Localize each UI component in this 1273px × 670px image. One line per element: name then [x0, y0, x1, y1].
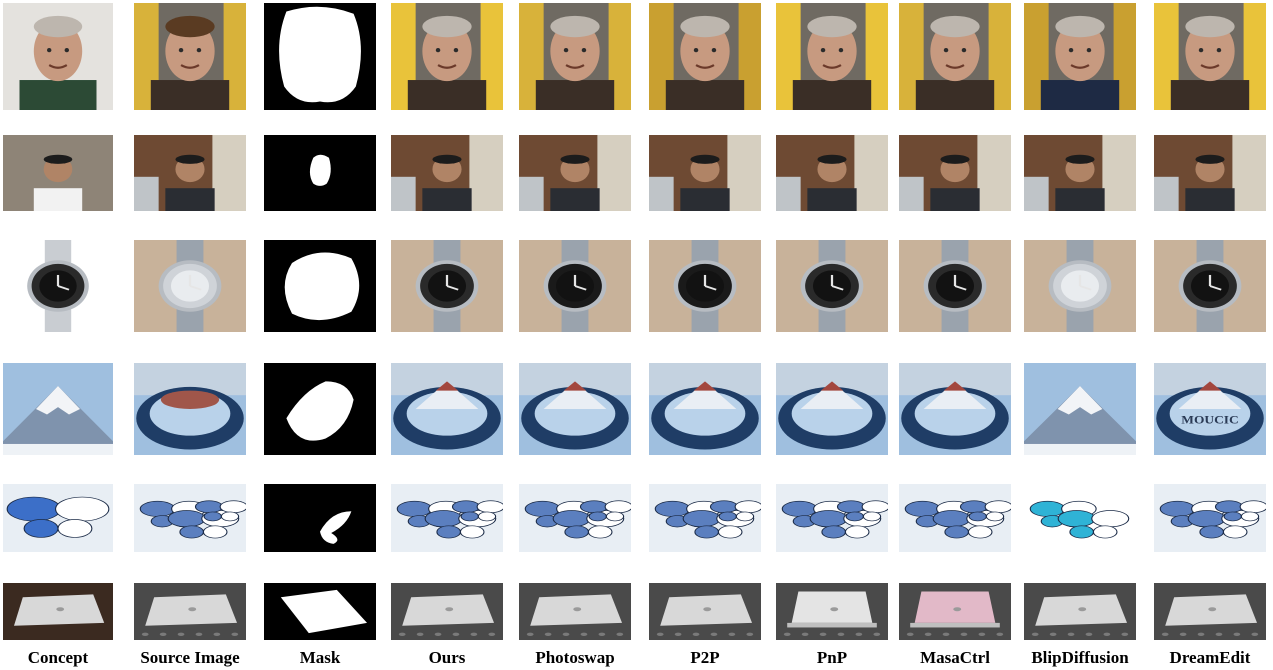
image-wristwatch-concept: [3, 240, 113, 332]
image-face-older-man-dreamedit: [1154, 3, 1266, 110]
image-wristwatch-blipdiffusion: [1024, 240, 1136, 332]
image-face-man-glasses-blipdiffusion: [1024, 135, 1136, 211]
image-blue-butterfly-ours: [391, 484, 503, 552]
image-wristwatch-photoswap: [519, 240, 631, 332]
image-laptop-masactrl: [899, 583, 1011, 640]
image-face-man-glasses-concept: [3, 135, 113, 211]
image-blue-butterfly-source: [134, 484, 246, 552]
image-blue-butterfly-mask: [264, 484, 376, 552]
image-wristwatch-source: [134, 240, 246, 332]
image-snow-mountain-photoswap: [519, 363, 631, 455]
image-laptop-blipdiffusion: [1024, 583, 1136, 640]
image-face-older-man-concept: [3, 3, 113, 110]
image-face-man-glasses-p2p: [649, 135, 761, 211]
image-face-older-man-pnp: [776, 3, 888, 110]
image-laptop-p2p: [649, 583, 761, 640]
dreamedit-overlay-text: MOUCIC: [1181, 414, 1238, 427]
image-blue-butterfly-dreamedit: [1154, 484, 1266, 552]
image-laptop-pnp: [776, 583, 888, 640]
image-blue-butterfly-pnp: [776, 484, 888, 552]
image-snow-mountain-mask: [264, 363, 376, 455]
image-snow-mountain-dreamedit: MOUCIC: [1154, 363, 1266, 455]
image-face-older-man-masactrl: [899, 3, 1011, 110]
image-blue-butterfly-blipdiffusion: [1024, 484, 1136, 552]
image-wristwatch-p2p: [649, 240, 761, 332]
image-face-older-man-source: [134, 3, 246, 110]
column-label-p2p: P2P: [690, 648, 720, 667]
image-snow-mountain-blipdiffusion: [1024, 363, 1136, 455]
image-face-older-man-ours: [391, 3, 503, 110]
column-label-photoswap: Photoswap: [535, 648, 615, 667]
image-face-man-glasses-photoswap: [519, 135, 631, 211]
image-snow-mountain-p2p: [649, 363, 761, 455]
column-label-blipdiffusion: BlipDiffusion: [1031, 648, 1129, 667]
image-face-man-glasses-source: [134, 135, 246, 211]
column-label-concept: Concept: [27, 648, 89, 667]
image-face-older-man-photoswap: [519, 3, 631, 110]
image-blue-butterfly-masactrl: [899, 484, 1011, 552]
image-wristwatch-pnp: [776, 240, 888, 332]
image-wristwatch-masactrl: [899, 240, 1011, 332]
column-label-ours: Ours: [428, 648, 466, 667]
image-snow-mountain-masactrl: [899, 363, 1011, 455]
image-face-man-glasses-pnp: [776, 135, 888, 211]
column-label-source: Source Image: [140, 648, 240, 667]
image-snow-mountain-pnp: [776, 363, 888, 455]
image-snow-mountain-source: [134, 363, 246, 455]
image-wristwatch-ours: [391, 240, 503, 332]
image-face-older-man-blipdiffusion: [1024, 3, 1136, 110]
column-label-mask: Mask: [299, 648, 341, 667]
column-label-masactrl: MasaCtrl: [920, 648, 990, 667]
image-face-man-glasses-masactrl: [899, 135, 1011, 211]
image-snow-mountain-ours: [391, 363, 503, 455]
image-snow-mountain-concept: [3, 363, 113, 455]
column-label-pnp: PnP: [816, 648, 848, 667]
image-face-older-man-mask: [264, 3, 376, 110]
image-laptop-source: [134, 583, 246, 640]
image-laptop-mask: [264, 583, 376, 640]
image-laptop-ours: [391, 583, 503, 640]
image-blue-butterfly-p2p: [649, 484, 761, 552]
image-wristwatch-mask: [264, 240, 376, 332]
image-face-man-glasses-ours: [391, 135, 503, 211]
column-label-dreamedit: DreamEdit: [1169, 648, 1251, 667]
image-wristwatch-dreamedit: [1154, 240, 1266, 332]
image-face-man-glasses-mask: [264, 135, 376, 211]
image-laptop-dreamedit: [1154, 583, 1266, 640]
image-blue-butterfly-photoswap: [519, 484, 631, 552]
image-laptop-photoswap: [519, 583, 631, 640]
image-face-man-glasses-dreamedit: [1154, 135, 1266, 211]
image-laptop-concept: [3, 583, 113, 640]
image-face-older-man-p2p: [649, 3, 761, 110]
image-blue-butterfly-concept: [3, 484, 113, 552]
